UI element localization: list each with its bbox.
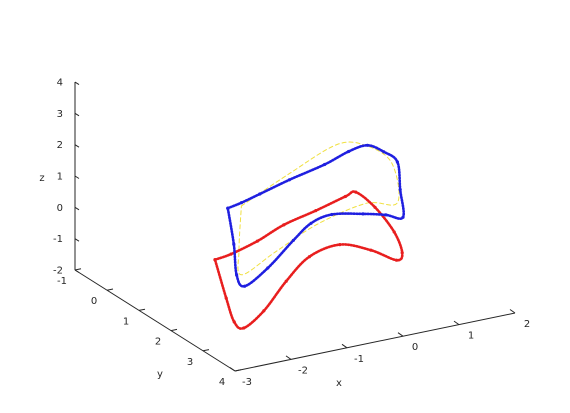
series-red-point [256,240,259,243]
z-tick-label: 2 [57,140,63,151]
x-tick-mark [286,356,291,360]
series-blue-point [382,150,385,153]
y-tick-label: 2 [155,337,161,348]
x-tick-label: -2 [298,365,308,376]
series-blue-point [292,239,295,242]
x-tick-label: -3 [242,377,252,388]
z-tick-label: 4 [57,78,63,89]
series-blue-point [258,192,261,195]
series-blue-point [323,163,326,166]
series-blue-point [243,285,246,288]
z-tick-label: 0 [57,203,63,214]
axes [75,82,515,371]
z-tick-label: -2 [53,266,63,277]
y-tick-mark [203,350,209,351]
series-blue-trajectory [228,145,404,286]
z-tick-label: -1 [53,234,63,245]
x-tick-label: -1 [354,354,364,365]
y-tick-label: 3 [187,357,193,368]
series-red-point [233,320,236,323]
z-tick-mark [75,239,79,242]
series-red-point [229,253,232,256]
series-red-point [344,195,347,198]
x-axis-label: x [336,378,342,389]
series-blue-point [366,144,369,147]
x-tick-mark [510,310,515,314]
series-blue-point [235,273,238,276]
series-red-point [401,251,404,254]
x-tick-label: 2 [524,319,530,330]
series-red-point [393,230,396,233]
series-red-point [395,259,398,262]
series-blue-point [288,178,291,181]
z-tick-mark [75,145,79,148]
y-tick-mark [139,309,145,310]
z-tick-mark [75,207,79,210]
series-blue-point [347,150,350,153]
x-tick-label: 1 [468,331,474,342]
series-red-point [369,249,372,252]
data-series [213,142,404,330]
y-tick-label: 0 [91,296,97,307]
y-tick-mark [235,370,241,371]
series-blue-point [266,266,269,269]
series-blue-point [361,212,364,215]
y-axis-label: y [157,369,163,380]
series-red-point [285,280,288,283]
x-tick-mark [398,333,403,337]
y-tick-mark [107,289,113,290]
y-tick-label: 1 [123,316,129,327]
series-red-point [242,326,245,329]
series-blue-point [232,243,235,246]
series-blue-point [399,188,402,191]
x-tick-mark [230,368,235,372]
z-tick-label: 1 [57,172,63,183]
series-blue-point [396,160,399,163]
series-red-point [308,255,311,258]
x-tick-mark [342,344,347,348]
series-red-point [338,243,341,246]
y-axis-line [75,270,235,371]
series-red-point [314,209,317,212]
y-tick-mark [75,269,81,270]
y-tick-mark [171,329,177,330]
series-red-point [262,309,265,312]
series-blue-point [309,222,312,225]
series-blue-point [401,216,404,219]
z-tick-mark [75,176,79,179]
z-tick-label: 3 [57,109,63,120]
x-axis-line [235,313,515,371]
series-red-trajectory [215,192,402,329]
series-red-point [373,206,376,209]
series-red-point [354,191,357,194]
series-red-point [282,223,285,226]
z-tick-mark [75,113,79,116]
series-blue-point [330,213,333,216]
x-tick-mark [454,321,459,325]
y-tick-label: -1 [57,276,67,287]
z-tick-mark [75,82,79,85]
series-blue-point [226,207,229,210]
series-blue-point [240,201,243,204]
series-red-point [225,297,228,300]
x-tick-label: 0 [412,342,418,353]
series-red-point [213,258,216,261]
z-axis-label: z [39,173,44,184]
series-blue-point [384,213,387,216]
y-tick-label: 4 [219,377,225,388]
